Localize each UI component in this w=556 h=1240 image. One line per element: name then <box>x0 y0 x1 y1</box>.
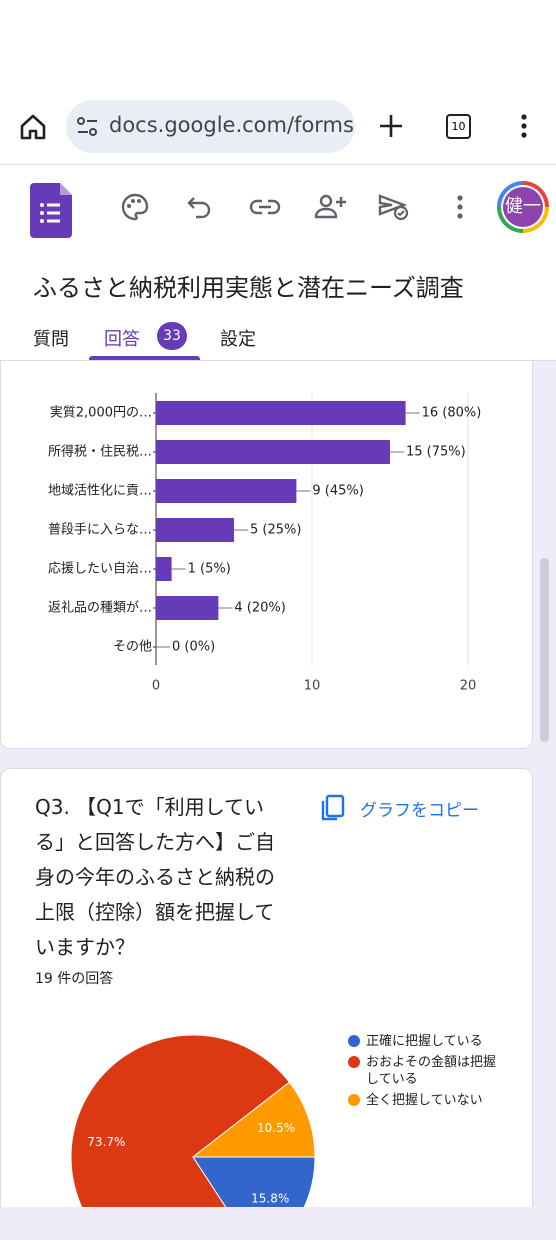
link-button[interactable] <box>249 194 281 220</box>
legend-label: 正確に把握している <box>366 1034 483 1049</box>
value-label: 1 (5%) <box>188 562 231 577</box>
palette-button[interactable] <box>120 192 150 222</box>
nav-bar <box>0 1207 556 1240</box>
tab[interactable]: 質問 <box>33 329 69 350</box>
category-label: 返礼品の種類が… <box>48 600 152 616</box>
divider <box>0 164 556 165</box>
forms-logo[interactable] <box>30 183 72 238</box>
response-badge: 33 <box>157 322 187 350</box>
header: docs.google.com/forms/ 10 健一 ふるさと納税利用実態と… <box>0 0 556 361</box>
legend-swatch <box>348 1056 360 1068</box>
category-label: 実質2,000円の… <box>50 405 152 421</box>
copy-label: グラフをコピー <box>360 800 479 821</box>
pie-slice <box>191 1081 316 1158</box>
home-button[interactable] <box>18 112 48 142</box>
legend: 正確に把握しているおおよその金額は把握している全く把握していない <box>348 1033 498 1113</box>
scrollbar <box>540 558 549 742</box>
category-label: 応援したい自治… <box>48 562 152 577</box>
x-tick-label: 20 <box>460 679 477 694</box>
slice-label: 15.8% <box>251 1191 289 1205</box>
value-label: 16 (80%) <box>422 406 482 421</box>
url-bar[interactable]: docs.google.com/forms/ <box>66 100 355 153</box>
pie-slice <box>192 1156 316 1207</box>
tab[interactable]: 設定 <box>220 329 256 350</box>
legend-label: おおよその金額は把握している <box>366 1055 497 1087</box>
value-label: 9 (45%) <box>312 484 363 499</box>
copy-chart-button[interactable]: グラフをコピー <box>320 794 479 822</box>
publish-button[interactable] <box>377 192 411 222</box>
category-label: 普段手に入らな… <box>48 523 152 538</box>
category-label: その他 <box>113 640 152 655</box>
category-label: 地域活性化に貢… <box>48 484 152 499</box>
bar <box>156 440 390 464</box>
site-info-icon <box>77 117 97 136</box>
bar <box>156 518 234 542</box>
legend-label: 全く把握していない <box>366 1093 483 1108</box>
pie-chart: 15.8% 73.7% 10.5% <box>70 1034 316 1207</box>
bar <box>156 401 406 425</box>
new-tab-button[interactable] <box>378 113 404 139</box>
tab[interactable]: 回答 <box>104 329 140 350</box>
category-label: 所得税・住民税… <box>48 444 152 460</box>
form-title: ふるさと納税利用実態と潜在ニーズ調査 <box>33 274 464 302</box>
tab-indicator <box>89 356 200 360</box>
legend-item: おおよその金額は把握している <box>348 1054 498 1088</box>
value-label: 4 (20%) <box>234 601 285 616</box>
bar <box>156 557 172 581</box>
avatar-ring[interactable]: 健一 <box>497 181 549 233</box>
add-collaborator-button[interactable] <box>313 192 347 222</box>
question-title: Q3. 【Q1で「利用している」と回答した方へ】ご自身の今年のふるさと納税の上限… <box>35 795 275 959</box>
value-label: 0 (0%) <box>172 640 215 655</box>
chart-card <box>0 300 533 749</box>
slice-label: 73.7% <box>87 1135 125 1149</box>
bar <box>156 596 219 620</box>
value-label: 5 (25%) <box>250 523 301 538</box>
legend-swatch <box>348 1035 360 1047</box>
x-tick-label: 10 <box>304 679 321 694</box>
slice-label: 10.5% <box>257 1121 295 1135</box>
copy-icon <box>321 794 345 821</box>
legend-item: 正確に把握している <box>348 1033 498 1050</box>
x-tick-label: 0 <box>152 679 160 694</box>
pie-slice <box>70 1034 291 1207</box>
value-label: 15 (75%) <box>406 445 466 460</box>
legend-swatch <box>348 1094 360 1106</box>
legend-item: 全く把握していない <box>348 1092 498 1109</box>
more-button[interactable] <box>450 194 470 222</box>
url-text: docs.google.com/forms/ <box>109 113 355 137</box>
response-count: 19 件の回答 <box>35 971 114 987</box>
bar <box>156 479 297 503</box>
tab-count[interactable]: 10 <box>446 114 471 139</box>
undo-button[interactable] <box>186 194 214 220</box>
menu-button[interactable] <box>514 112 534 140</box>
avatar: 健一 <box>503 187 543 227</box>
